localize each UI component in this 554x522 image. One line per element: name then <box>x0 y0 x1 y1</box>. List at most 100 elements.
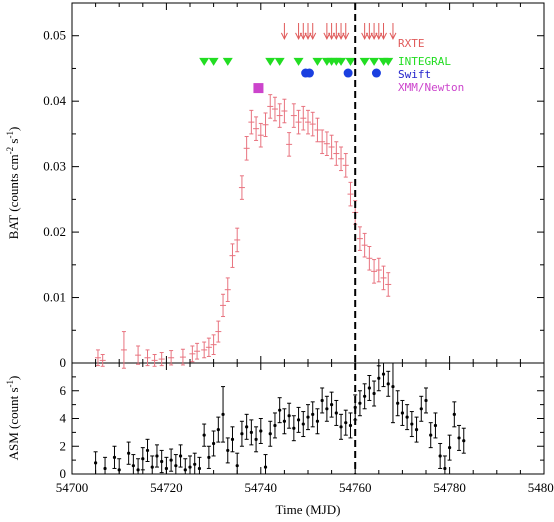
bat-point <box>253 116 260 141</box>
bat-point <box>248 109 255 135</box>
asm-y-tick-label: 6 <box>60 383 67 398</box>
asm-marker <box>424 398 428 403</box>
rxte-arrow-head <box>337 32 345 41</box>
bat-point <box>361 232 368 258</box>
bat-point <box>151 353 158 367</box>
x-tick-label: 54780 <box>433 480 466 495</box>
bat-point <box>210 334 217 355</box>
asm-point <box>178 444 183 468</box>
asm-point <box>409 411 414 438</box>
asm-marker <box>405 415 409 419</box>
asm-point <box>386 370 391 397</box>
bat-point <box>243 136 250 161</box>
asm-marker <box>396 401 400 405</box>
asm-marker <box>325 407 329 411</box>
x-tick-label: 54720 <box>150 480 183 495</box>
rxte-arrow <box>375 23 383 41</box>
asm-marker <box>296 418 301 422</box>
asm-marker <box>226 448 230 453</box>
asm-marker <box>358 401 362 405</box>
xmm-square <box>253 83 264 94</box>
asm-point <box>183 458 188 475</box>
asm-marker <box>287 414 291 418</box>
integral-triangle <box>208 57 219 66</box>
rxte-arrow <box>361 23 369 41</box>
rxte-arrow <box>370 23 378 41</box>
asm-point <box>357 390 362 417</box>
asm-point <box>447 434 452 461</box>
bat-ylabel-end: ) <box>6 127 21 131</box>
bat-point <box>328 134 335 160</box>
asm-marker <box>174 464 178 468</box>
asm-point <box>235 452 240 475</box>
swift-circle <box>371 68 381 78</box>
asm-marker <box>117 468 121 472</box>
asm-marker <box>448 446 452 450</box>
x-tick-label: 54760 <box>339 480 372 495</box>
asm-marker <box>259 429 263 433</box>
asm-point <box>268 420 273 447</box>
bat-point <box>342 153 349 178</box>
asm-ticks: 0 2 4 6 54700 54720 54740 54760 54780 54800 <box>56 363 554 495</box>
asm-point <box>452 401 457 428</box>
asm-marker <box>155 454 159 458</box>
rxte-arrow-head <box>280 32 288 41</box>
asm-point <box>306 404 310 431</box>
rxte-arrow-head <box>361 32 369 41</box>
asm-point <box>263 454 268 475</box>
asm-point <box>301 411 306 438</box>
bat-point <box>276 103 283 128</box>
bat-y-tick-label: 0.04 <box>43 93 66 108</box>
asm-point <box>287 402 292 429</box>
asm-point <box>414 416 419 443</box>
asm-marker <box>221 412 225 416</box>
rxte-arrow <box>304 23 312 41</box>
asm-marker <box>339 425 343 429</box>
legend-rxte: RXTE <box>398 37 425 50</box>
asm-marker <box>245 425 249 429</box>
asm-marker <box>94 461 98 465</box>
asm-marker <box>249 430 253 434</box>
rxte-arrow <box>332 23 340 41</box>
bat-point <box>333 141 340 166</box>
bat-point <box>290 103 297 128</box>
asm-marker <box>367 386 371 390</box>
asm-marker <box>429 433 433 437</box>
bat-point <box>323 131 330 157</box>
asm-point <box>324 395 329 422</box>
legend: RXTE INTEGRAL Swift XMM/Newton <box>398 37 464 94</box>
asm-marker <box>419 407 423 411</box>
rxte-arrow-head <box>375 32 383 41</box>
asm-marker <box>150 465 154 469</box>
asm-point <box>254 426 259 453</box>
asm-ylabel-main: ASM (count s <box>6 387 21 460</box>
rxte-arrow <box>280 23 288 41</box>
asm-marker <box>320 398 324 403</box>
asm-point <box>140 447 145 471</box>
asm-point <box>93 451 98 475</box>
bat-point <box>305 109 311 135</box>
asm-point <box>117 458 122 475</box>
asm-marker <box>188 465 192 469</box>
asm-marker <box>169 458 173 462</box>
bat-point <box>205 337 212 357</box>
bat-point <box>371 259 378 284</box>
asm-point <box>442 455 447 475</box>
asm-marker <box>136 468 140 472</box>
asm-point <box>329 391 334 418</box>
asm-point <box>428 422 433 449</box>
asm-marker <box>452 412 456 416</box>
asm-point <box>126 441 131 465</box>
asm-point <box>173 454 178 475</box>
bat-y-tick-label: 0 <box>60 355 67 370</box>
bat-point <box>309 111 316 137</box>
asm-point <box>395 390 400 417</box>
asm-marker <box>292 426 296 430</box>
asm-marker <box>391 384 395 389</box>
asm-point <box>136 458 141 475</box>
bat-point <box>262 112 269 138</box>
rxte-arrow-head <box>309 32 317 41</box>
bat-point <box>281 98 288 124</box>
integral-triangle <box>265 57 276 66</box>
